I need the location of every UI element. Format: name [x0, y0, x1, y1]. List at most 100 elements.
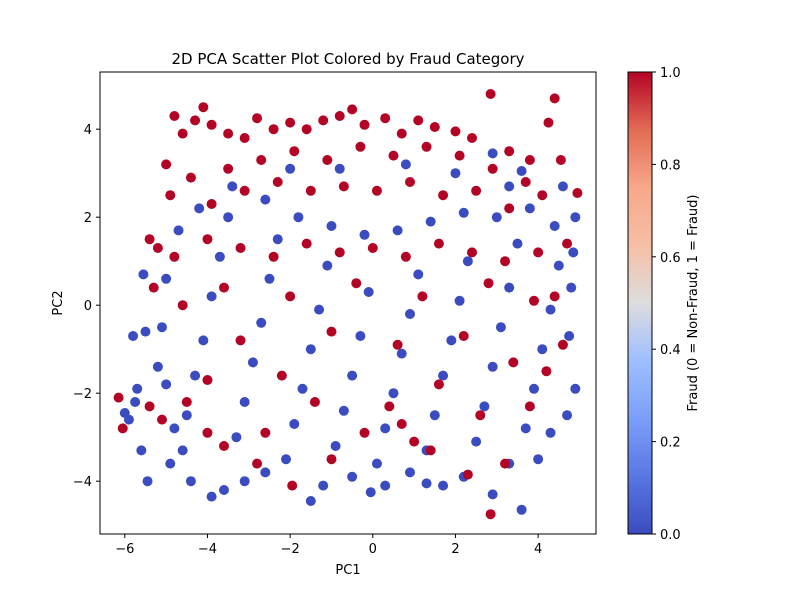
point-fraud-71	[405, 177, 415, 187]
point-non-fraud-79	[504, 282, 515, 293]
point-non-fraud-23	[438, 480, 449, 491]
x-tick-label: −2	[281, 542, 300, 557]
point-non-fraud-104	[400, 159, 411, 170]
point-fraud-32	[549, 93, 560, 104]
point-fraud-23	[396, 128, 407, 139]
point-fraud-25	[429, 122, 440, 132]
point-non-fraud-40	[181, 410, 192, 421]
point-fraud-100	[433, 379, 444, 390]
point-fraud-45	[359, 427, 370, 438]
point-fraud-24	[413, 115, 424, 126]
point-fraud-103	[309, 397, 320, 407]
point-non-fraud-35	[570, 212, 581, 223]
point-non-fraud-88	[491, 212, 502, 223]
point-fraud-85	[467, 247, 477, 258]
point-fraud-77	[202, 234, 213, 245]
x-tick-label: −6	[115, 542, 134, 557]
point-non-fraud-65	[388, 388, 399, 399]
point-fraud-53	[144, 401, 155, 412]
point-non-fraud-4	[132, 383, 143, 394]
point-fraud-55	[256, 155, 267, 165]
point-fraud-29	[504, 146, 515, 157]
point-fraud-16	[285, 117, 296, 128]
point-non-fraud-98	[173, 225, 184, 236]
point-fraud-98	[458, 331, 469, 341]
point-fraud-104	[384, 401, 395, 412]
point-non-fraud-29	[545, 427, 556, 438]
point-non-fraud-95	[260, 194, 271, 205]
point-fraud-37	[557, 339, 568, 350]
point-non-fraud-99	[161, 273, 172, 284]
point-fraud-14	[252, 113, 263, 124]
point-fraud-44	[396, 419, 407, 429]
point-fraud-49	[219, 441, 229, 451]
point-fraud-95	[235, 335, 246, 346]
x-tick-label: 0	[369, 542, 377, 557]
point-non-fraud-12	[206, 491, 217, 502]
point-fraud-67	[272, 177, 283, 187]
point-fraud-106	[260, 427, 271, 438]
point-non-fraud-81	[520, 423, 531, 434]
point-non-fraud-2	[128, 331, 139, 341]
point-fraud-82	[367, 243, 378, 253]
point-fraud-58	[355, 141, 366, 152]
point-fraud-35	[562, 238, 573, 249]
point-non-fraud-93	[326, 221, 337, 231]
point-non-fraud-72	[446, 335, 457, 346]
point-fraud-47	[287, 480, 298, 491]
point-non-fraud-9	[152, 361, 163, 372]
point-fraud-5	[161, 159, 172, 170]
point-fraud-96	[326, 326, 337, 337]
point-fraud-80	[301, 238, 312, 249]
point-non-fraud-22	[421, 478, 432, 489]
point-non-fraud-71	[438, 370, 449, 381]
point-non-fraud-55	[305, 344, 316, 355]
point-fraud-36	[549, 291, 560, 302]
plot-frame	[99, 71, 597, 535]
point-fraud-56	[289, 146, 300, 157]
point-fraud-90	[285, 291, 296, 302]
point-non-fraud-76	[479, 401, 490, 412]
point-fraud-61	[454, 150, 465, 161]
point-fraud-92	[417, 291, 428, 302]
point-non-fraud-43	[206, 291, 217, 302]
point-non-fraud-70	[429, 410, 440, 421]
point-fraud-94	[529, 295, 539, 306]
point-fraud-79	[268, 251, 279, 262]
point-non-fraud-1	[123, 414, 134, 425]
point-non-fraud-45	[223, 212, 234, 223]
colorbar-tick-label: 0.6	[660, 251, 681, 266]
point-non-fraud-11	[185, 476, 196, 487]
point-non-fraud-42	[198, 335, 209, 346]
x-axis: −6 −4 −2 0 2 4	[115, 534, 542, 557]
point-fraud-52	[157, 414, 167, 425]
point-non-fraud-52	[281, 454, 291, 465]
point-fraud-57	[322, 155, 333, 165]
point-fraud-34	[572, 188, 583, 198]
point-fraud-21	[359, 119, 370, 130]
y-axis: −4 −2 0 2 4	[73, 123, 100, 490]
point-fraud-3	[148, 282, 159, 293]
point-non-fraud-59	[338, 405, 349, 416]
point-fraud-1	[117, 423, 128, 434]
point-non-fraud-82	[529, 383, 539, 394]
point-fraud-74	[504, 203, 515, 214]
point-fraud-13	[239, 133, 250, 143]
point-non-fraud-78	[495, 322, 506, 333]
point-non-fraud-89	[458, 207, 469, 218]
point-fraud-75	[537, 190, 548, 201]
point-non-fraud-51	[272, 234, 283, 245]
point-fraud-12	[223, 128, 234, 139]
point-non-fraud-8	[142, 476, 153, 487]
point-non-fraud-92	[359, 229, 370, 240]
point-fraud-0	[113, 392, 124, 403]
point-non-fraud-3	[130, 397, 141, 407]
point-non-fraud-25	[487, 489, 498, 500]
point-non-fraud-63	[371, 458, 382, 469]
y-tick-label: −4	[73, 475, 92, 490]
point-non-fraud-96	[227, 181, 238, 192]
point-fraud-101	[508, 357, 519, 368]
point-non-fraud-62	[363, 287, 374, 297]
point-non-fraud-50	[264, 273, 275, 284]
